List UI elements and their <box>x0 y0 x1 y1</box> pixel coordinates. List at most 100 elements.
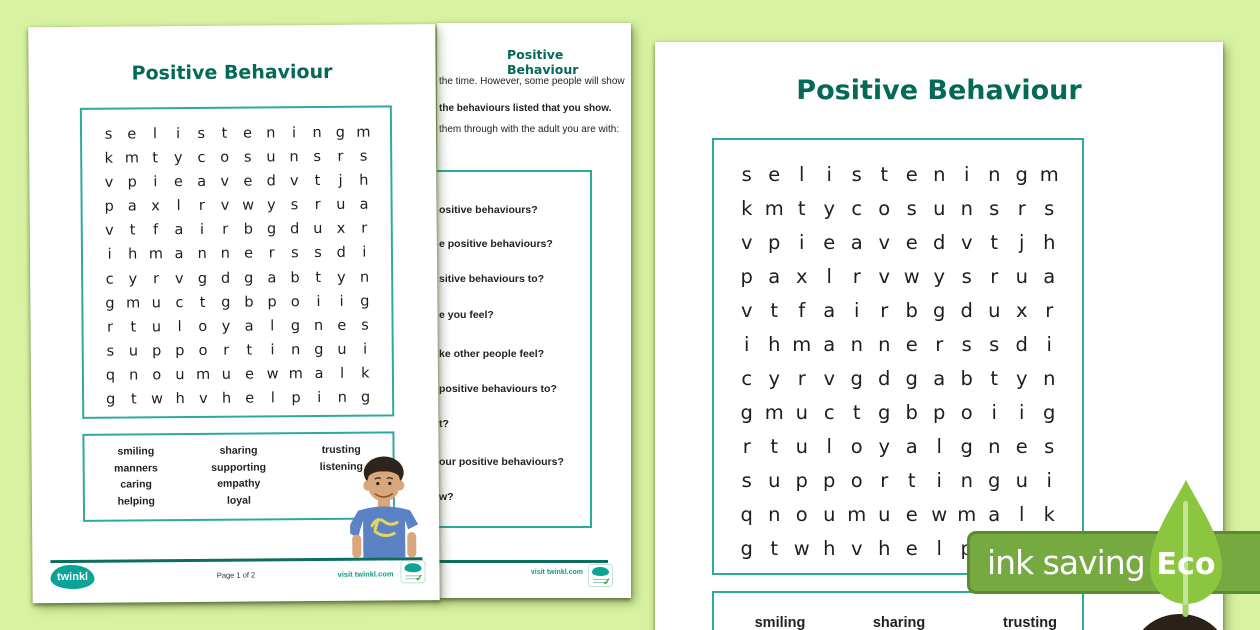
grid-letter: s <box>1044 196 1055 220</box>
grid-letter: n <box>289 149 299 166</box>
worksheet-page-2: Positive Behaviour the time. However, so… <box>437 23 631 598</box>
grid-letter: l <box>176 198 181 215</box>
grid-letter: a <box>197 174 207 191</box>
grid-letter: a <box>314 365 324 382</box>
grid-letter: h <box>823 537 836 561</box>
grid-letter: r <box>742 435 751 459</box>
grid-letter: k <box>361 365 370 382</box>
grid-letter: e <box>245 390 255 407</box>
grid-letter: p <box>267 293 277 311</box>
grid-letter: n <box>960 196 973 220</box>
grid-letter: s <box>359 148 368 165</box>
grid-letter: i <box>339 293 344 310</box>
grid-letter: m <box>1039 162 1059 186</box>
twinkl-quality-badge: ✓ <box>400 560 426 585</box>
grid-letter: g <box>360 293 370 310</box>
word-list-box: smiling sharing trusting <box>712 591 1084 630</box>
visit-twinkl-link[interactable]: visit twinkl.com <box>530 569 583 576</box>
grid-letter: i <box>270 342 275 359</box>
grid-letter: t <box>130 391 137 408</box>
grid-letter: n <box>850 332 863 356</box>
grid-letter: r <box>198 198 205 215</box>
grid-letter: g <box>244 270 254 287</box>
grid-letter: n <box>266 125 276 142</box>
page-title: Positive Behaviour <box>131 60 333 85</box>
grid-letter: o <box>220 149 230 166</box>
question-fragment: e positive behaviours? <box>439 238 553 250</box>
grid-letter: i <box>291 125 297 142</box>
grid-letter: g <box>988 469 1001 493</box>
grid-letter: l <box>936 435 942 459</box>
intro-text-line: them through with the adult you are with… <box>439 124 620 135</box>
grid-letter: q <box>740 503 753 527</box>
grid-letter: p <box>127 174 137 191</box>
grid-letter: b <box>960 367 973 391</box>
grid-letter: c <box>175 294 184 311</box>
grid-letter: l <box>799 162 805 186</box>
grid-letter: o <box>960 401 973 425</box>
grid-letter: w <box>931 503 948 527</box>
word-list-item: loyal <box>226 494 251 507</box>
grid-letter: u <box>336 197 346 214</box>
grid-letter: e <box>173 174 184 191</box>
grid-letter: g <box>905 367 918 391</box>
checkmark-icon: ✓ <box>415 573 424 585</box>
grid-letter: s <box>290 197 299 214</box>
grid-letter: q <box>105 367 116 384</box>
footer-divider <box>437 560 608 563</box>
grid-letter: i <box>176 126 181 143</box>
grid-letter: i <box>363 341 368 358</box>
grid-letter: m <box>148 246 164 263</box>
question-fragment: sitive behaviours to? <box>439 273 545 285</box>
grid-letter: c <box>851 196 863 220</box>
grid-letter: v <box>878 230 891 254</box>
grid-letter: u <box>221 366 231 383</box>
boy-illustration <box>350 456 419 558</box>
page-title: Positive Behaviour <box>796 75 1082 106</box>
grid-letter: e <box>244 366 255 383</box>
grid-letter: g <box>740 401 753 425</box>
grid-letter: w <box>151 391 164 408</box>
grid-letter: r <box>880 469 889 493</box>
grid-letter: f <box>153 222 159 239</box>
grid-letter: t <box>130 319 137 336</box>
grid-letter: s <box>961 264 972 288</box>
grid-letter: a <box>1043 264 1056 288</box>
grid-letter: n <box>960 469 973 493</box>
grid-letter: y <box>337 269 346 286</box>
visit-twinkl-link[interactable]: visit twinkl.com <box>337 569 394 579</box>
word-list-item: smiling <box>754 615 806 630</box>
grid-letter: c <box>105 271 114 288</box>
grid-letter: a <box>127 198 137 215</box>
grid-letter: e <box>1015 435 1028 459</box>
grid-letter: i <box>964 162 970 186</box>
grid-letter: i <box>991 401 997 425</box>
grid-letter: m <box>764 401 784 425</box>
grid-letter: y <box>823 196 836 220</box>
eco-leaf-icon: Eco <box>1150 480 1222 617</box>
grid-letter: i <box>362 245 367 262</box>
grid-letter: s <box>741 469 752 493</box>
grid-letter: x <box>151 198 160 215</box>
grid-letter: s <box>1044 435 1055 459</box>
grid-letter: a <box>174 246 184 263</box>
grid-letter: n <box>878 332 891 356</box>
grid-letter: d <box>336 245 346 262</box>
grid-letter: a <box>988 503 1001 527</box>
grid-letter: s <box>361 317 369 334</box>
grid-letter: l <box>826 435 832 459</box>
grid-letter: u <box>337 341 347 358</box>
grid-letter: s <box>106 343 115 360</box>
grid-letter: p <box>104 198 114 215</box>
grid-letter: u <box>313 221 323 238</box>
grid-letter: w <box>793 537 810 561</box>
grid-letter: g <box>335 124 345 141</box>
grid-letter: o <box>878 196 891 220</box>
grid-letter: e <box>243 173 253 190</box>
grid-letter: e <box>905 230 918 254</box>
grid-letter: y <box>1015 367 1028 391</box>
grid-letter: x <box>795 264 808 288</box>
grid-letter: v <box>823 367 836 391</box>
grid-letter: g <box>933 298 946 322</box>
